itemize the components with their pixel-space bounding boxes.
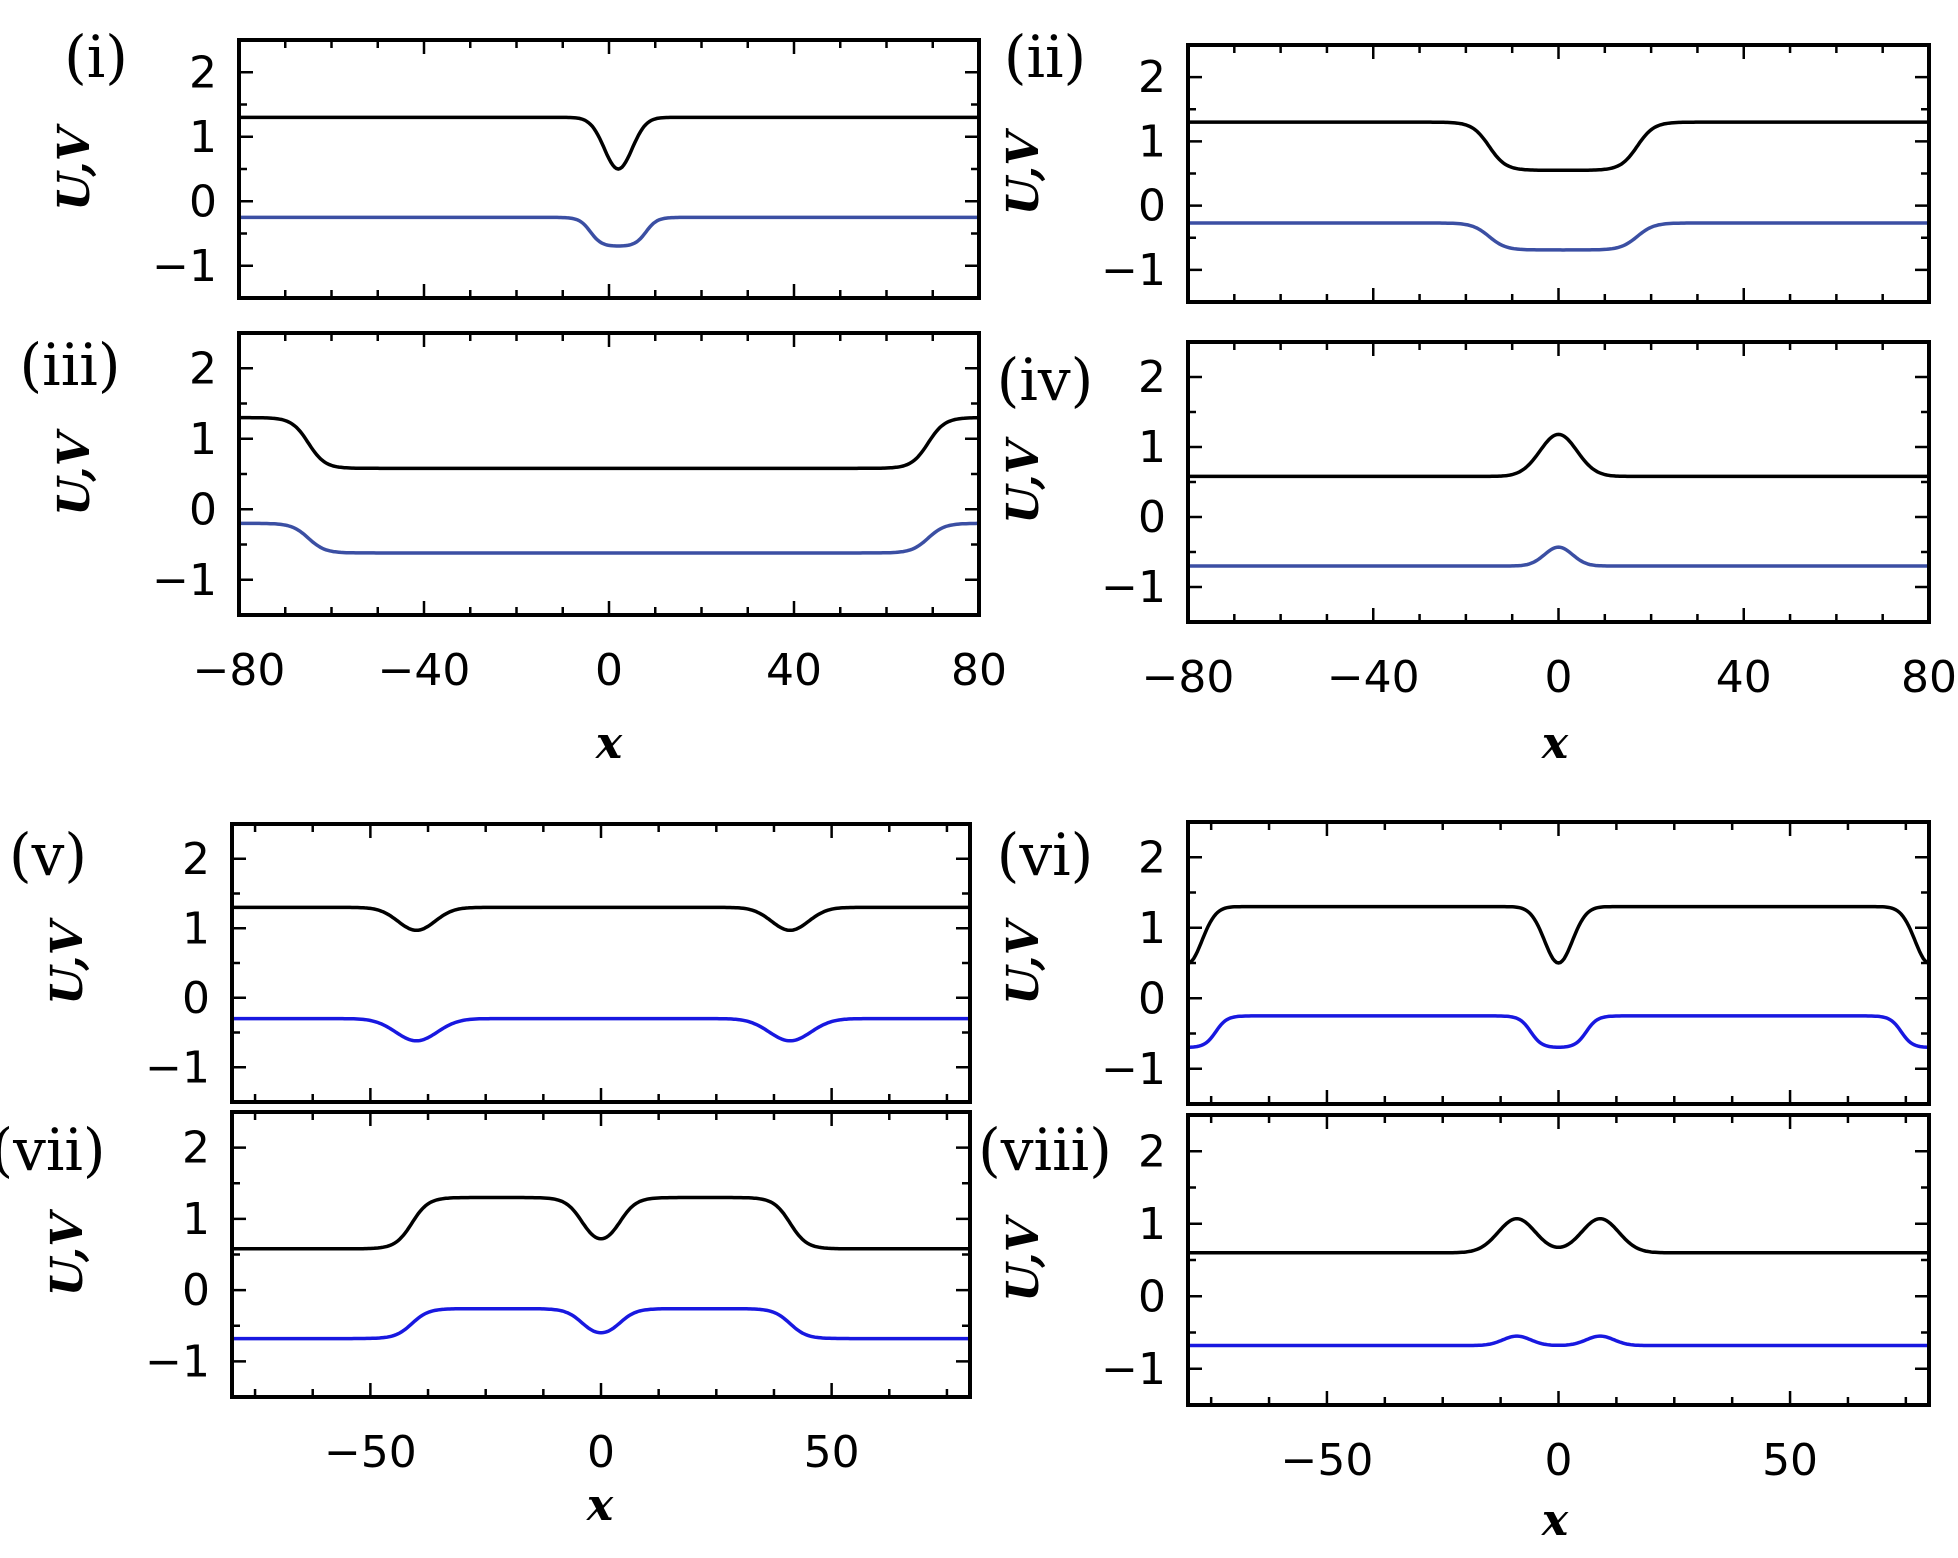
panel-v-series-u-line [232, 905, 970, 933]
panel-ii-ytick-label: 0 [1138, 181, 1166, 232]
panel-iv-xtick-label: 40 [1716, 652, 1772, 703]
panel-iv-ytick-label: −1 [1101, 562, 1166, 613]
panel-vii-xtick-label: 0 [587, 1427, 615, 1478]
panel-i-tag: (i) [64, 23, 128, 91]
panel-vii-ytick-label: 0 [182, 1265, 210, 1316]
panel-vi-ytick-label: 0 [1138, 973, 1166, 1024]
panel-iii-xtick-label: 0 [595, 645, 623, 696]
panel-ii-ytick-label: 1 [1138, 116, 1166, 167]
panel-iii-tag: (iii) [20, 331, 121, 399]
panel-iv-series-u-line [1188, 432, 1929, 479]
panel-i-ytick-label: 0 [189, 176, 217, 227]
panel-i-ylabel: U,V [49, 123, 100, 211]
panel-vii-frame [230, 1110, 972, 1399]
panel-ii-ylabel: U,V [998, 128, 1049, 216]
panel-v-ytick-label: 0 [182, 973, 210, 1024]
panel-viii-frame [1186, 1113, 1931, 1407]
panel-i-ytick-label: 1 [189, 112, 217, 163]
panel-v-ytick-label: 2 [182, 834, 210, 885]
panel-vi-tag: (vi) [997, 821, 1094, 889]
panel-viii-ytick-label: 0 [1138, 1271, 1166, 1322]
panel-viii-ytick-label: 2 [1138, 1126, 1166, 1177]
panel-iii-xtick-label: −80 [193, 645, 286, 696]
panel-iii-xtick-label: 40 [766, 645, 822, 696]
panel-iii-frame [237, 331, 981, 617]
panel-vii-series-u-line [232, 1195, 970, 1251]
panel-iv-series-v-line [1188, 545, 1929, 568]
panel-viii-tag: (viii) [978, 1116, 1112, 1184]
panel-v-tag: (v) [9, 821, 87, 889]
panel-iii-xtick-label: 80 [951, 645, 1007, 696]
panel-ii-series-u-line [1188, 120, 1929, 173]
panel-vii-ytick-label: −1 [145, 1336, 210, 1387]
panel-iii-ytick-label: 2 [189, 343, 217, 394]
panel-i-series-u-line [239, 115, 979, 171]
panel-iv-ytick-label: 1 [1138, 422, 1166, 473]
panel-iv-xtick-label: 0 [1545, 652, 1573, 703]
panel-iv-tag: (iv) [997, 346, 1094, 414]
panel-vi-ylabel: U,V [998, 917, 1049, 1005]
panel-iii-xtick-label: −40 [378, 645, 471, 696]
panel-v-ytick-label: 1 [182, 903, 210, 954]
panel-iv-xtick-label: 80 [1901, 652, 1957, 703]
panel-iv-ytick-label: 2 [1138, 352, 1166, 403]
panel-viii-xtick-label: 50 [1762, 1435, 1818, 1486]
panel-viii-series-u-line [1188, 1216, 1929, 1255]
panel-viii-ytick-label: 1 [1138, 1199, 1166, 1250]
panel-viii-series-v-line [1188, 1334, 1929, 1348]
panel-viii-xlabel: x [1541, 1495, 1569, 1546]
panel-iv-ylabel: U,V [998, 436, 1049, 524]
panel-vi-ytick-label: 1 [1138, 903, 1166, 954]
panel-ii-ytick-label: 2 [1138, 52, 1166, 103]
panel-iv-xtick-label: −40 [1327, 652, 1420, 703]
panel-vii-xtick-label: 50 [804, 1427, 860, 1478]
panel-ii-frame [1186, 43, 1931, 304]
panel-ii-tag: (ii) [1004, 23, 1086, 91]
panel-i-series-v-line [239, 215, 979, 248]
panel-iii-series-v-line [239, 521, 979, 555]
panel-iv-xlabel: x [1541, 718, 1569, 769]
panel-v-ytick-label: −1 [145, 1042, 210, 1093]
panel-viii-ylabel: U,V [998, 1214, 1049, 1302]
panel-i-frame [237, 38, 981, 300]
panel-v-ylabel: U,V [42, 917, 93, 1005]
panel-ii-series-v-line [1188, 221, 1929, 252]
panel-iii-series-u-line [239, 415, 979, 471]
panel-vii-ylabel: U,V [42, 1209, 93, 1297]
panel-v-series-v-line [232, 1016, 970, 1043]
panel-vii-ytick-label: 2 [182, 1123, 210, 1174]
panel-vii-series-v-line [232, 1306, 970, 1341]
panel-i-ytick-label: −1 [152, 241, 217, 292]
panel-iv-xtick-label: −80 [1142, 652, 1235, 703]
panel-viii-xtick-label: 0 [1545, 1435, 1573, 1486]
panel-iii-ytick-label: 1 [189, 414, 217, 465]
panel-vi-series-u-line [1188, 904, 1929, 965]
panel-vi-series-v-line [1188, 1014, 1929, 1049]
panel-viii-ytick-label: −1 [1101, 1344, 1166, 1395]
panel-vi-ytick-label: 2 [1138, 832, 1166, 883]
panel-iv-ytick-label: 0 [1138, 492, 1166, 543]
panel-vii-ytick-label: 1 [182, 1194, 210, 1245]
panel-v-frame [230, 822, 972, 1104]
panel-ii-ytick-label: −1 [1101, 245, 1166, 296]
panel-iv-frame [1186, 340, 1931, 624]
panel-vi-ytick-label: −1 [1101, 1044, 1166, 1095]
panel-vii-xlabel: x [586, 1480, 614, 1531]
panel-iii-ylabel: U,V [49, 428, 100, 516]
panel-i-ytick-label: 2 [189, 47, 217, 98]
panel-iii-ytick-label: −1 [152, 555, 217, 606]
panel-iii-xlabel: x [595, 718, 623, 769]
panel-vii-tag: (vii) [0, 1116, 106, 1184]
panel-vii-xtick-label: −50 [324, 1427, 417, 1478]
panel-iii-ytick-label: 0 [189, 484, 217, 535]
panel-viii-xtick-label: −50 [1281, 1435, 1374, 1486]
